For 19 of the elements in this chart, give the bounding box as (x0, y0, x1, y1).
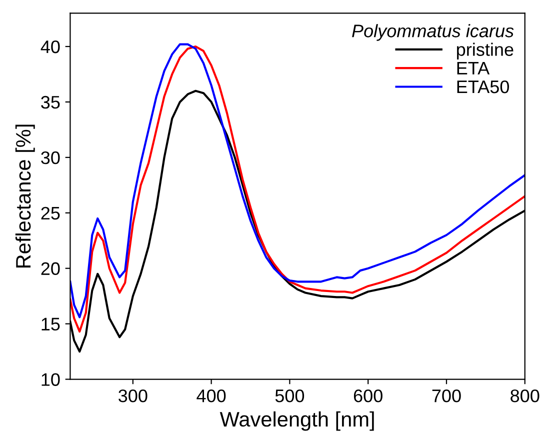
y-tick-label: 30 (41, 151, 60, 164)
y-tick-label: 40 (40, 40, 60, 54)
x-tick-label: 300 (118, 389, 148, 402)
y-tick-label: 15 (42, 318, 60, 331)
legend-label: ETA50 (457, 80, 510, 94)
x-tick-label: 700 (432, 389, 461, 402)
x-tick-label: 400 (196, 389, 226, 402)
legend-title: Polyommatus icarus (352, 24, 514, 41)
x-axis-title: Wavelength [nm] (220, 411, 374, 431)
legend-label: pristine (457, 42, 514, 60)
y-tick-label: 10 (42, 373, 60, 386)
x-tick-label: 600 (354, 389, 382, 402)
y-tick-label: 25 (41, 206, 60, 220)
y-tick-label: 20 (41, 262, 60, 276)
y-tick-label: 35 (41, 96, 60, 109)
x-tick-label: 800 (510, 389, 540, 402)
y-axis-title: Reflectance [%] (15, 124, 35, 268)
legend-label: ETA (457, 62, 490, 74)
x-tick-label: 500 (275, 389, 304, 402)
